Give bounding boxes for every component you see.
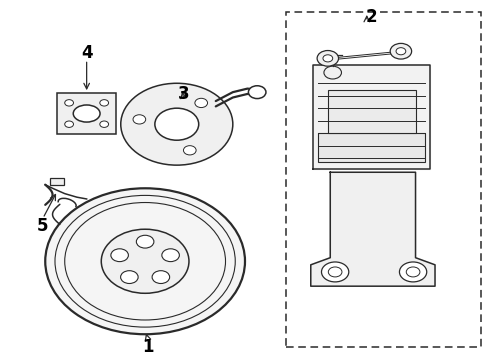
Circle shape [324, 66, 342, 79]
Circle shape [45, 188, 245, 334]
Circle shape [323, 55, 333, 62]
Circle shape [183, 146, 196, 155]
Circle shape [406, 267, 420, 277]
Ellipse shape [73, 105, 100, 122]
Circle shape [328, 267, 342, 277]
Circle shape [65, 100, 74, 106]
Circle shape [155, 108, 199, 140]
Polygon shape [313, 66, 430, 169]
Circle shape [111, 249, 128, 262]
Circle shape [396, 48, 406, 55]
Circle shape [133, 115, 146, 124]
Circle shape [248, 86, 266, 99]
Bar [318, 133, 425, 162]
Text: 3: 3 [178, 85, 190, 103]
Bar [328, 90, 416, 133]
Circle shape [390, 44, 412, 59]
Circle shape [162, 249, 179, 262]
Circle shape [121, 271, 138, 284]
Circle shape [100, 121, 109, 127]
Bar [57, 93, 116, 134]
Circle shape [195, 98, 208, 108]
Circle shape [152, 271, 170, 284]
Circle shape [65, 121, 74, 127]
Circle shape [101, 229, 189, 293]
Text: 4: 4 [81, 44, 93, 62]
Circle shape [399, 262, 427, 282]
Text: 1: 1 [142, 338, 153, 356]
Polygon shape [311, 172, 435, 286]
Text: 2: 2 [366, 8, 377, 26]
Circle shape [100, 100, 109, 106]
Circle shape [317, 50, 339, 66]
Bar [50, 178, 64, 185]
Circle shape [136, 235, 154, 248]
Circle shape [321, 262, 349, 282]
Bar [287, 12, 481, 347]
Text: 5: 5 [37, 217, 49, 235]
Circle shape [121, 83, 233, 165]
